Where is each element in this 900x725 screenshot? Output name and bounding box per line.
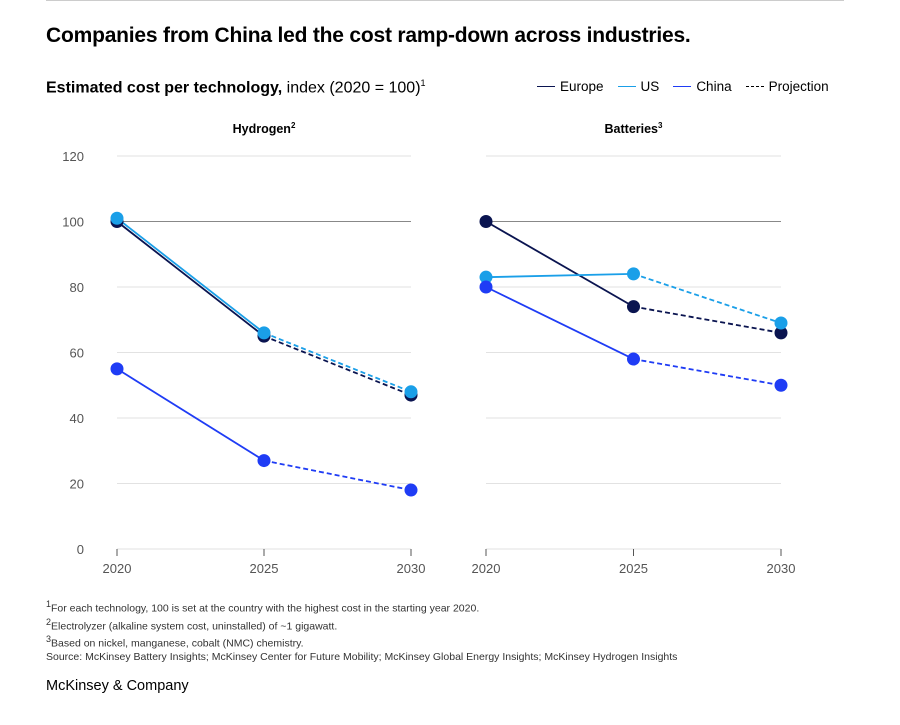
x-tick-label: 2025 <box>619 561 648 576</box>
series-line-us <box>485 273 634 279</box>
x-tick-label: 2020 <box>103 561 132 576</box>
data-point-us <box>404 385 418 399</box>
y-tick-label: 120 <box>62 149 84 164</box>
panel-title: Hydrogen2 <box>233 121 296 136</box>
x-tick-label: 2030 <box>397 561 426 576</box>
data-point-china <box>257 454 271 468</box>
x-tick-label: 2030 <box>767 561 796 576</box>
panel-title: Batteries3 <box>605 121 664 136</box>
subtitle-bold: Estimated cost per technology, <box>46 79 283 97</box>
y-tick-label: 40 <box>70 411 84 426</box>
data-point-europe <box>479 215 493 228</box>
data-point-us <box>257 326 271 340</box>
source-text: Source: McKinsey Battery Insights; McKin… <box>46 650 678 663</box>
panel-title-sup: 3 <box>658 121 663 130</box>
data-point-china <box>774 378 788 392</box>
chart-subtitle: Estimated cost per technology, index (20… <box>46 78 426 97</box>
footnote: 2Electrolyzer (alkaline system cost, uni… <box>46 616 677 634</box>
source-note: Source: McKinsey Battery Insights; McKin… <box>46 651 677 664</box>
legend-item-europe: Europe <box>537 79 604 94</box>
y-tick-label: 100 <box>62 215 84 230</box>
panel-batteries: 2020 2025 2030 Batteries3 <box>472 121 796 576</box>
legend-swatch-china <box>673 86 692 87</box>
data-point-china <box>404 483 418 497</box>
legend-item-china: China <box>673 79 732 94</box>
top-divider <box>46 0 844 1</box>
y-tick-label: 80 <box>70 280 84 295</box>
series-line-us <box>633 273 782 324</box>
legend: Europe US China Projection <box>537 79 829 94</box>
footnote-text: Based on nickel, manganese, cobalt (NMC)… <box>51 637 304 650</box>
series-line-europe <box>116 220 265 337</box>
y-tick-label: 60 <box>70 346 84 361</box>
panel-hydrogen: 0 20 40 60 80 100 120 2020 2025 2030 Hydrogen2 <box>62 121 425 576</box>
series-line-china <box>633 358 782 387</box>
data-point-europe <box>627 300 640 314</box>
footnote-text: Electrolyzer (alkaline system cost, unin… <box>51 620 338 632</box>
series-line-us <box>116 217 265 334</box>
data-point-us <box>774 316 788 330</box>
footnotes: 1For each technology, 100 is set at the … <box>46 598 677 664</box>
y-tick-label: 0 <box>77 542 84 557</box>
series-line-china <box>263 459 412 491</box>
subtitle-rest: index (2020 = 100) <box>282 79 421 97</box>
data-point-china <box>110 362 124 376</box>
data-point-china <box>627 352 640 366</box>
brand-logo: McKinsey & Company <box>46 678 189 694</box>
data-point-china <box>479 280 493 294</box>
footnote-sup: 1 <box>46 599 52 609</box>
x-tick-label: 2020 <box>472 561 501 576</box>
legend-swatch-europe <box>537 86 555 87</box>
legend-item-us: US <box>617 79 660 94</box>
data-point-us <box>479 270 493 284</box>
legend-swatch-us <box>617 86 636 87</box>
series-line-china <box>485 286 634 360</box>
legend-item-projection: Projection <box>745 79 829 94</box>
footnote-text: For each technology, 100 is set at the c… <box>51 602 480 615</box>
legend-label: US <box>640 79 660 94</box>
footnote-sup: 3 <box>46 634 52 644</box>
series-line-europe <box>485 220 634 308</box>
chart-title: Companies from China led the cost ramp-d… <box>46 24 691 47</box>
data-point-us <box>110 211 124 225</box>
y-tick-label: 20 <box>70 477 84 492</box>
footnote-sup: 2 <box>46 616 52 627</box>
legend-swatch-projection <box>745 86 764 87</box>
series-line-china <box>116 368 265 462</box>
series-line-europe <box>263 335 412 396</box>
footnote: 1For each technology, 100 is set at the … <box>46 598 677 616</box>
legend-label: Projection <box>768 79 829 94</box>
subtitle-sup: 1 <box>420 78 426 88</box>
data-point-europe <box>774 326 788 340</box>
legend-label: China <box>696 79 732 94</box>
data-point-us <box>627 267 640 281</box>
footnote: 3Based on nickel, manganese, cobalt (NMC… <box>46 633 677 651</box>
x-tick-label: 2025 <box>250 561 279 576</box>
series-line-europe <box>633 305 782 334</box>
panel-title-sup: 2 <box>291 121 296 130</box>
legend-label: Europe <box>560 79 604 94</box>
series-line-us <box>263 332 412 393</box>
